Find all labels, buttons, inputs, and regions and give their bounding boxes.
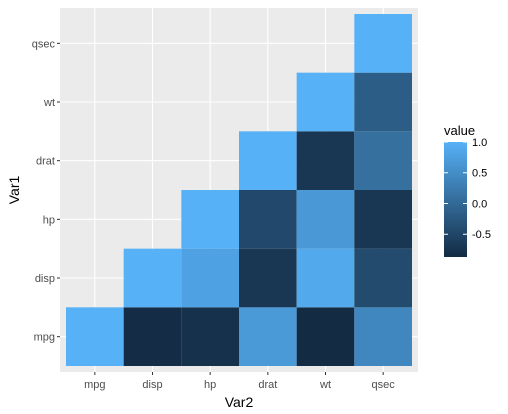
x-tick-label: disp <box>142 379 162 391</box>
heatmap-cell <box>239 131 297 190</box>
heatmap-cell <box>354 307 412 366</box>
heatmap-cell <box>354 72 412 132</box>
heatmap-cell <box>354 248 412 308</box>
heatmap-cell <box>181 307 239 366</box>
heatmap-cell <box>296 131 355 190</box>
heatmap-cell <box>123 248 182 308</box>
heatmap-cell <box>296 307 355 366</box>
legend-label: 0.5 <box>472 168 487 180</box>
heatmap-cell <box>354 131 412 190</box>
heatmap-cell <box>181 190 239 249</box>
y-axis-ticks: mpg disp hp drat wt qsec <box>32 38 60 344</box>
heatmap-cell <box>296 248 355 308</box>
y-tick-label: disp <box>35 273 55 285</box>
heatmap-cell <box>239 248 297 308</box>
heatmap-cell <box>239 190 297 249</box>
heatmap-cell <box>296 190 355 249</box>
y-tick-label: wt <box>43 97 55 109</box>
legend-label: 0.0 <box>472 198 487 210</box>
x-tick-label: qsec <box>372 379 396 391</box>
heatmap-cell <box>239 307 297 366</box>
x-tick-label: wt <box>319 379 331 391</box>
heatmap-cell <box>354 14 412 73</box>
heatmap-cell <box>296 72 355 132</box>
x-axis-ticks: mpg disp hp drat wt qsec <box>84 372 395 391</box>
legend-label: -0.5 <box>472 229 491 241</box>
heatmap-cell <box>354 190 412 249</box>
heatmap-cell <box>66 307 124 366</box>
heatmap-cell <box>123 307 182 366</box>
x-tick-label: mpg <box>84 379 105 391</box>
y-axis-title: Var1 <box>6 176 22 205</box>
x-tick-label: drat <box>258 379 277 391</box>
y-tick-label: qsec <box>32 38 56 50</box>
x-tick-label: hp <box>204 379 216 391</box>
heatmap-cells <box>66 14 412 366</box>
y-tick-label: hp <box>43 214 55 226</box>
legend: value 1.0 0.5 0.0 -0.5 <box>444 123 491 257</box>
legend-title: value <box>444 123 475 138</box>
y-tick-label: drat <box>36 156 55 168</box>
legend-colorbar <box>444 142 467 257</box>
y-tick-label: mpg <box>34 332 55 344</box>
legend-label: 1.0 <box>472 137 487 149</box>
x-axis-title: Var2 <box>225 394 254 410</box>
heatmap-cell <box>181 248 239 308</box>
legend-ticks: 1.0 0.5 0.0 -0.5 <box>444 137 491 241</box>
